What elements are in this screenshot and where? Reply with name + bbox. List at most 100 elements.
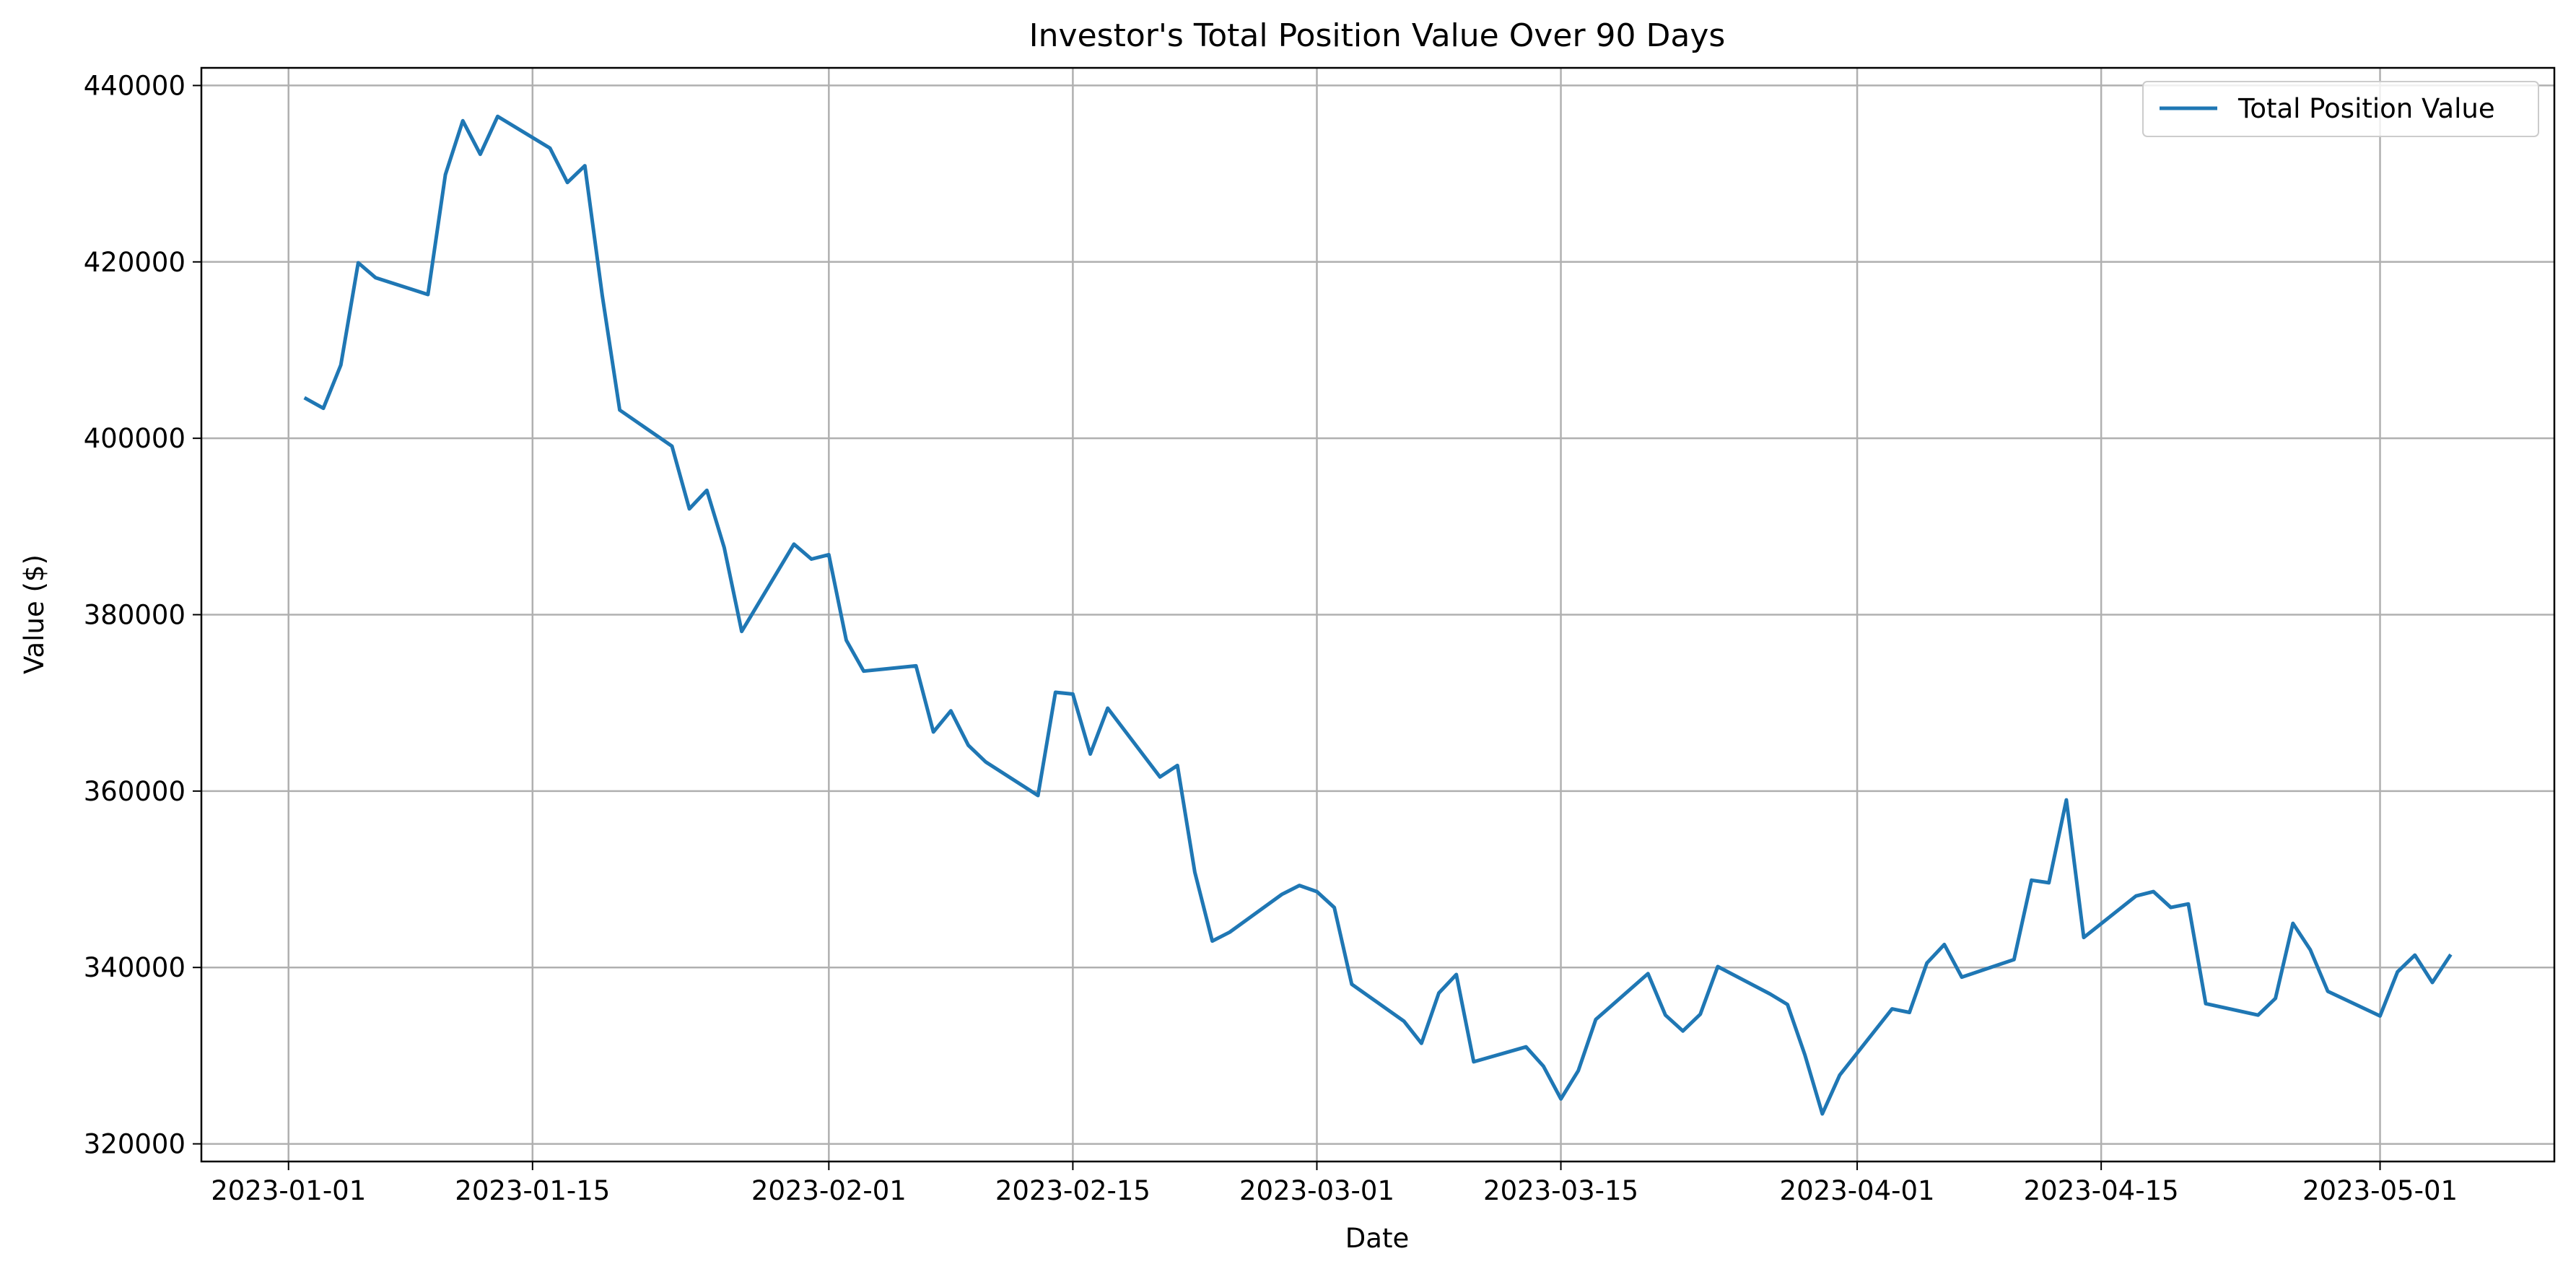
data-point — [914, 664, 918, 668]
data-point — [2396, 970, 2399, 974]
data-point — [2030, 879, 2033, 882]
data-point — [1315, 890, 1319, 894]
grid-lines — [201, 68, 2554, 1161]
data-point — [827, 553, 831, 557]
legend-frame — [2142, 81, 2539, 137]
data-point — [1088, 752, 1092, 756]
data-point — [1768, 992, 1772, 995]
data-point — [2256, 1014, 2260, 1017]
data-point — [1210, 939, 1214, 943]
data-point — [810, 557, 813, 561]
y-tick-label: 340000 — [84, 952, 185, 983]
legend-entry-label: Total Position Value — [2237, 93, 2495, 124]
data-point — [984, 760, 987, 764]
data-point — [322, 406, 326, 410]
data-point — [566, 180, 569, 184]
data-point — [2308, 948, 2312, 951]
y-tick-label: 360000 — [84, 776, 185, 807]
x-tick-label: 2023-03-01 — [1239, 1175, 1394, 1206]
data-point — [1890, 1007, 1894, 1011]
data-point — [1960, 975, 1964, 979]
data-point — [339, 363, 343, 367]
plot-frame — [200, 66, 2556, 1163]
data-point — [949, 709, 953, 712]
y-axis-label: Value ($) — [19, 554, 50, 674]
x-tick-label: 2023-02-15 — [995, 1175, 1151, 1206]
data-point — [688, 507, 691, 510]
data-point — [740, 629, 743, 633]
data-point — [1332, 906, 1336, 910]
data-point — [1420, 1042, 1423, 1045]
data-point — [2413, 954, 2416, 957]
x-tick-label: 2023-04-01 — [1780, 1175, 1935, 1206]
x-tick-label: 2023-01-01 — [211, 1175, 366, 1206]
data-point — [444, 173, 447, 176]
x-tick-label: 2023-04-15 — [2024, 1175, 2179, 1206]
y-tick-label: 380000 — [84, 600, 185, 631]
data-point — [2134, 894, 2138, 898]
data-point — [1158, 775, 1162, 779]
x-tick-label: 2023-02-01 — [751, 1175, 907, 1206]
data-point — [549, 147, 552, 150]
data-point — [2082, 936, 2086, 939]
data-point — [2448, 954, 2452, 958]
y-tick-label: 400000 — [84, 423, 185, 454]
data-point — [461, 119, 465, 123]
data-point — [1698, 1013, 1702, 1016]
data-point — [1681, 1029, 1685, 1033]
series-layer — [303, 114, 2453, 1116]
data-point — [1228, 930, 1231, 934]
data-point — [1524, 1045, 1528, 1049]
data-point — [1280, 892, 1284, 896]
data-point — [844, 638, 848, 642]
y-tick-label: 440000 — [84, 70, 185, 101]
x-tick-label: 2023-05-01 — [2302, 1175, 2458, 1206]
data-point — [1559, 1097, 1563, 1101]
data-point — [1350, 982, 1353, 986]
data-point — [1594, 1018, 1597, 1021]
data-point — [671, 445, 674, 448]
legend: Total Position Value — [2142, 81, 2539, 137]
data-point — [1942, 943, 1946, 946]
data-point — [932, 731, 935, 734]
data-point — [966, 744, 970, 747]
data-point — [2204, 1002, 2208, 1006]
y-tick-label: 320000 — [84, 1129, 185, 1160]
data-point — [496, 115, 499, 118]
data-point — [479, 152, 482, 156]
x-axis-label: Date — [1345, 1223, 1409, 1254]
data-point — [1036, 794, 1040, 798]
data-point — [1542, 1065, 1545, 1068]
data-point — [1664, 1014, 1667, 1017]
y-tick-labels: 320000 340000 360000 380000 400000 420000 4400… — [84, 70, 185, 1159]
data-point — [862, 669, 865, 673]
data-point — [2378, 1014, 2382, 1018]
data-point — [1402, 1019, 1406, 1023]
y-tick-label: 420000 — [84, 247, 185, 278]
data-point — [1716, 965, 1719, 969]
data-point — [1820, 1112, 1824, 1116]
data-point — [2169, 906, 2173, 910]
data-point — [2012, 958, 2016, 962]
data-point — [1054, 691, 1057, 694]
series-line-total-position-value — [303, 114, 2453, 1116]
chart-title: Investor's Total Position Value Over 90 … — [1029, 17, 1726, 54]
data-point — [2064, 798, 2068, 802]
data-point — [426, 293, 429, 297]
data-point — [2291, 922, 2295, 925]
data-point — [722, 546, 726, 549]
x-tick-label: 2023-03-15 — [1483, 1175, 1638, 1206]
data-point — [2431, 981, 2435, 985]
data-point — [1437, 991, 1441, 995]
data-point — [1472, 1060, 1475, 1063]
data-point — [304, 397, 307, 401]
data-point — [1803, 1053, 1807, 1057]
data-point — [1071, 692, 1075, 696]
data-point — [1786, 1003, 1789, 1006]
data-point — [2274, 997, 2277, 1001]
data-point — [1576, 1069, 1580, 1073]
data-point — [793, 542, 796, 546]
data-point — [1838, 1073, 1841, 1077]
data-point — [618, 409, 621, 412]
